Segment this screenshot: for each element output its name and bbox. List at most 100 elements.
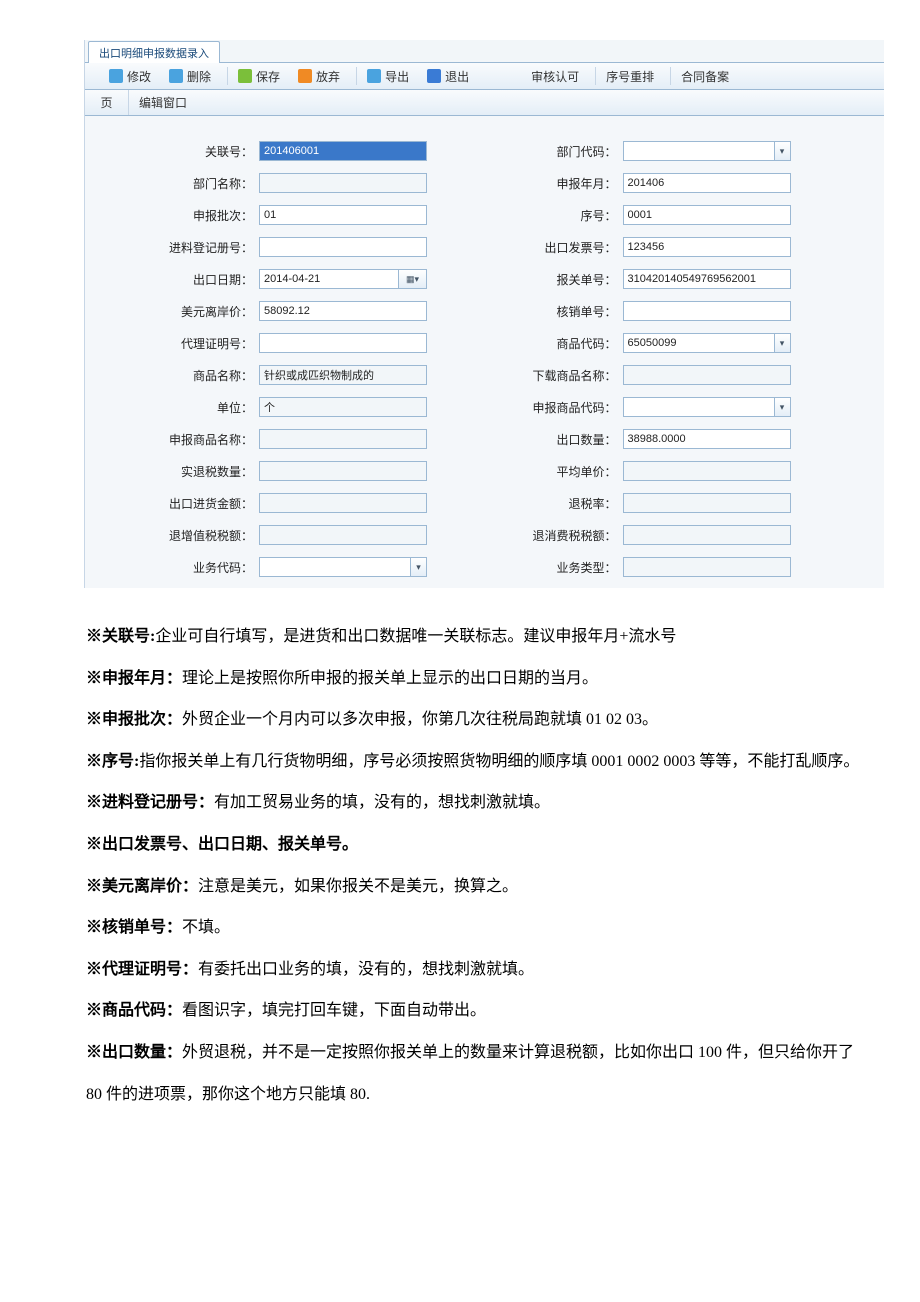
input-relation-no[interactable] [259,141,427,161]
export-icon [367,69,381,83]
label-declare-goods-code: 申报商品代码： [515,399,623,416]
field-unit: 单位： [151,396,515,418]
input-seq-no[interactable] [623,205,791,225]
label-purchase-amt: 出口进货金额： [151,495,259,512]
label-declare-batch: 申报批次： [151,207,259,224]
note-line: ※申报年月：理论上是按照你所申报的报关单上显示的出口日期的当月。 [86,658,870,700]
export-button[interactable]: 导出 [363,66,419,87]
label-actual-refund-qty: 实退税数量： [151,463,259,480]
input-export-date[interactable] [259,269,399,289]
label-consume-refund: 退消费税税额： [515,527,623,544]
input-dept-code[interactable] [623,141,775,161]
save-label: 保存 [256,68,280,85]
field-biz-type: 业务类型： [515,556,879,578]
note-line: ※代理证明号：有委托出口业务的填，没有的，想找刺激就填。 [86,949,870,991]
field-vat-refund: 退增值税税额： [151,524,515,546]
label-export-qty: 出口数量： [515,431,623,448]
input-declare-goods-code[interactable] [623,397,775,417]
field-biz-code: 业务代码： ▾ [151,556,515,578]
tab-active[interactable]: 出口明细申报数据录入 [88,41,220,63]
field-fob-usd: 美元离岸价： [151,300,515,322]
input-refund-rate[interactable] [623,493,791,513]
app-window: 出口明细申报数据录入 修改 删除 保存 放弃 导出 退出 [84,40,884,588]
reorder-label: 序号重排 [606,68,654,85]
delete-button[interactable]: 删除 [165,66,221,87]
field-customs-no: 报关单号： [515,268,879,290]
chevron-down-icon[interactable]: ▾ [775,333,791,353]
input-declare-ym[interactable] [623,173,791,193]
toolbar: 修改 删除 保存 放弃 导出 退出 审核认可 序号重排 [85,62,884,90]
note-line: ※申报批次：外贸企业一个月内可以多次申报，你第几次往税局跑就填 01 02 03… [86,699,870,741]
field-seq-no: 序号： [515,204,879,226]
field-agent-cert: 代理证明号： [151,332,515,354]
toolbar-sep [670,67,671,85]
label-material-reg: 进料登记册号： [151,239,259,256]
field-material-reg: 进料登记册号： [151,236,515,258]
input-unit[interactable] [259,397,427,417]
input-invoice-no[interactable] [623,237,791,257]
note-line: ※关联号:企业可自行填写，是进货和出口数据唯一关联标志。建议申报年月+流水号 [86,616,870,658]
page-tab[interactable]: 页 [85,90,129,115]
input-writeoff-no[interactable] [623,301,791,321]
input-goods-name[interactable] [259,365,427,385]
label-seq-no: 序号： [515,207,623,224]
input-consume-refund[interactable] [623,525,791,545]
audit-button[interactable]: 审核认可 [527,66,589,87]
label-customs-no: 报关单号： [515,271,623,288]
label-fob-usd: 美元离岸价： [151,303,259,320]
input-biz-type[interactable] [623,557,791,577]
note-line: ※美元离岸价：注意是美元，如果你报关不是美元，换算之。 [86,866,870,908]
save-button[interactable]: 保存 [234,66,290,87]
input-goods-code[interactable] [623,333,775,353]
label-agent-cert: 代理证明号： [151,335,259,352]
field-dl-goods-name: 下载商品名称： [515,364,879,386]
label-vat-refund: 退增值税税额： [151,527,259,544]
input-dl-goods-name[interactable] [623,365,791,385]
delete-label: 删除 [187,68,211,85]
note-line: ※进料登记册号：有加工贸易业务的填，没有的，想找刺激就填。 [86,782,870,824]
input-export-qty[interactable] [623,429,791,449]
chevron-down-icon[interactable]: ▾ [775,141,791,161]
discard-label: 放弃 [316,68,340,85]
input-dept-name[interactable] [259,173,427,193]
input-material-reg[interactable] [259,237,427,257]
contract-button[interactable]: 合同备案 [677,66,739,87]
label-writeoff-no: 核销单号： [515,303,623,320]
label-declare-ym: 申报年月： [515,175,623,192]
label-dept-code: 部门代码： [515,143,623,160]
input-declare-batch[interactable] [259,205,427,225]
note-line: ※序号:指你报关单上有几行货物明细，序号必须按照货物明细的顺序填 0001 00… [86,741,870,783]
discard-button[interactable]: 放弃 [294,66,350,87]
modify-button[interactable]: 修改 [105,66,161,87]
toolbar-sep [595,67,596,85]
calendar-icon[interactable]: ▦▾ [399,269,427,289]
field-declare-goods-name: 申报商品名称： [151,428,515,450]
input-purchase-amt[interactable] [259,493,427,513]
chevron-down-icon[interactable]: ▾ [411,557,427,577]
label-dl-goods-name: 下载商品名称： [515,367,623,384]
input-agent-cert[interactable] [259,333,427,353]
discard-icon [298,69,312,83]
input-declare-goods-name[interactable] [259,429,427,449]
label-dept-name: 部门名称： [151,175,259,192]
input-actual-refund-qty[interactable] [259,461,427,481]
field-declare-goods-code: 申报商品代码： ▾ [515,396,879,418]
label-invoice-no: 出口发票号： [515,239,623,256]
editwin-tab[interactable]: 编辑窗口 [129,90,884,115]
chevron-down-icon[interactable]: ▾ [775,397,791,417]
exit-button[interactable]: 退出 [423,66,479,87]
export-label: 导出 [385,68,409,85]
field-goods-code: 商品代码： ▾ [515,332,879,354]
input-avg-price[interactable] [623,461,791,481]
input-customs-no[interactable] [623,269,791,289]
label-declare-goods-name: 申报商品名称： [151,431,259,448]
reorder-button[interactable]: 序号重排 [602,66,664,87]
sub-toolbar: 页 编辑窗口 [85,90,884,116]
field-goods-name: 商品名称： [151,364,515,386]
exit-label: 退出 [445,68,469,85]
input-biz-code[interactable] [259,557,411,577]
input-fob-usd[interactable] [259,301,427,321]
input-vat-refund[interactable] [259,525,427,545]
pencil-icon [109,69,123,83]
note-line: ※出口发票号、出口日期、报关单号。 [86,824,870,866]
